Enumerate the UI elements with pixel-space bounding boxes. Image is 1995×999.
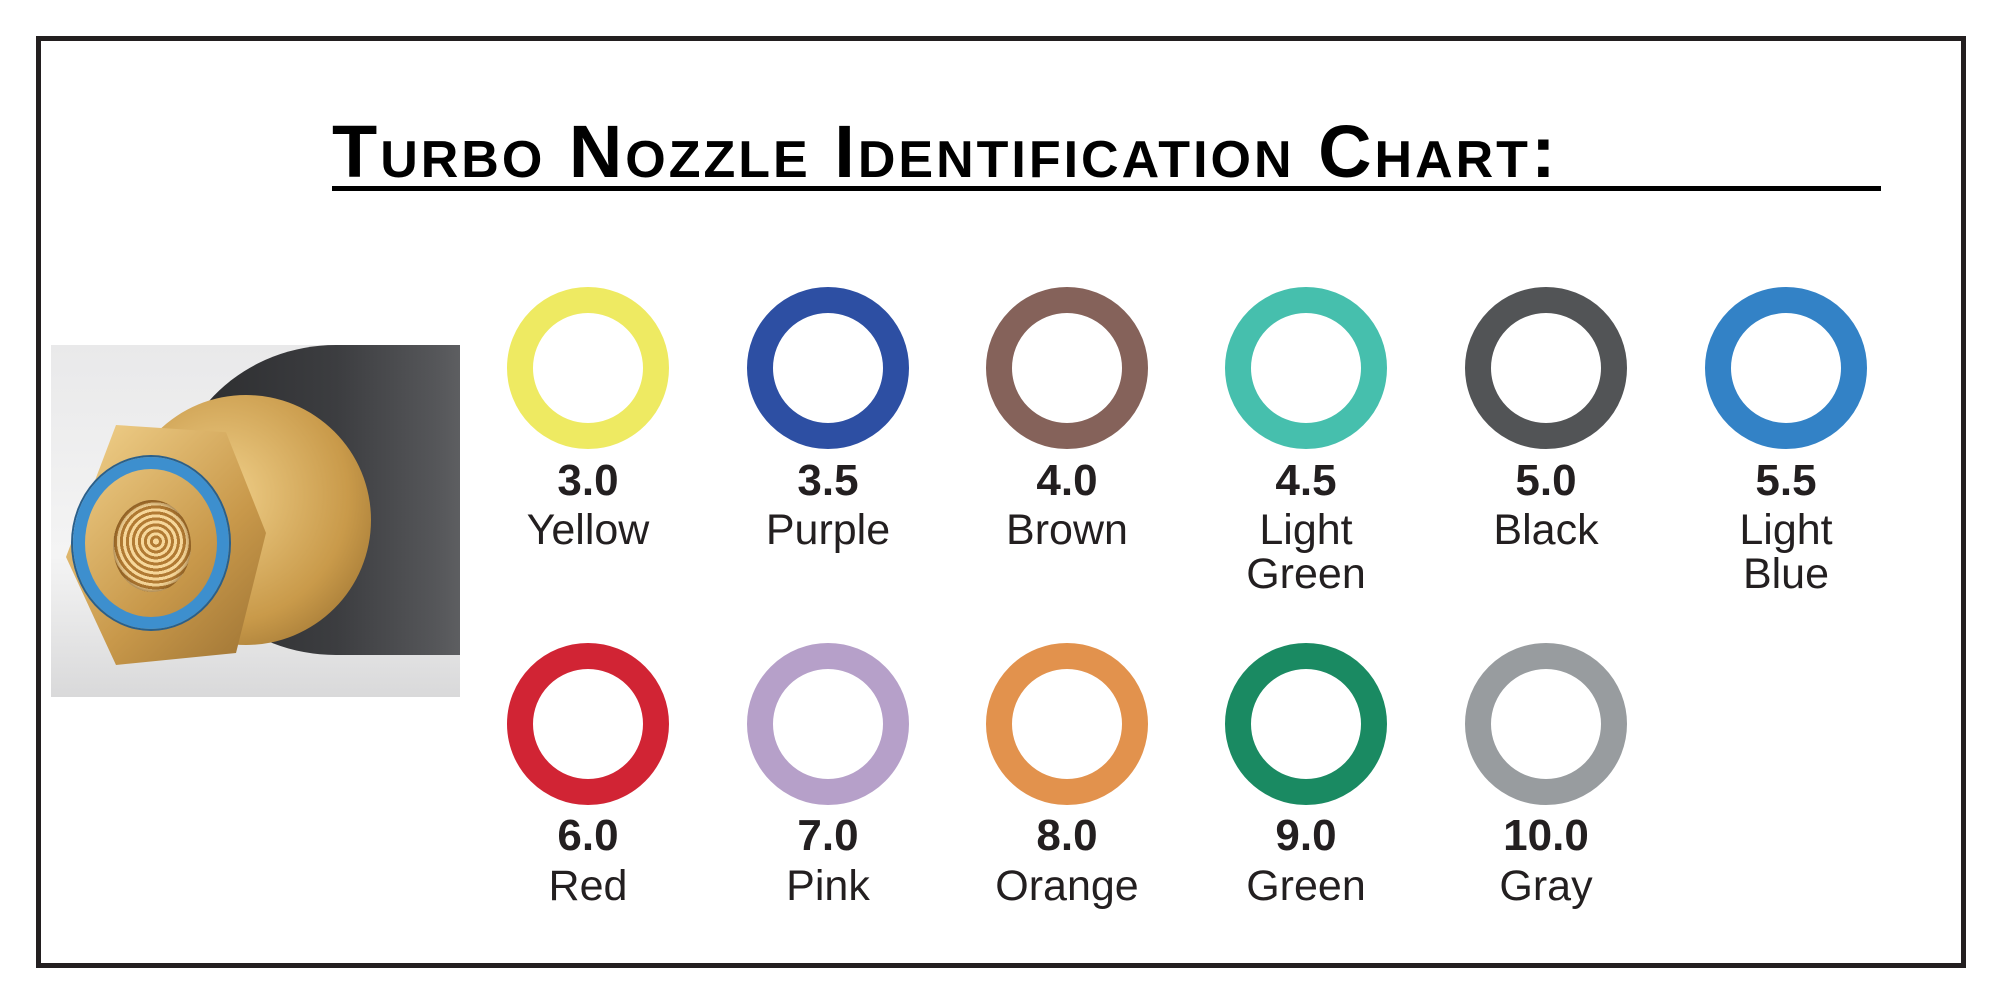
nozzle-color-name: Light [1259,506,1353,554]
nozzle-color-name: Yellow [526,506,650,554]
nozzle-size: 5.0 [1515,456,1577,505]
nozzle-color-name: Green [1246,862,1366,910]
nozzle-color-name: Green [1246,550,1366,598]
nozzle-color-ring [1225,643,1387,805]
nozzle-color-ring [747,287,909,449]
nozzle-color-ring [507,287,669,449]
nozzle-size: 4.5 [1275,456,1337,505]
nozzle-color-name: Blue [1742,550,1830,598]
nozzle-color-name: Black [1493,506,1599,554]
nozzle-color-name: Purple [765,506,891,554]
nozzle-color-ring [507,643,669,805]
title-underline [332,186,1881,191]
nozzle-threaded-bore [113,500,191,592]
nozzle-color-ring [747,643,909,805]
nozzle-size: 8.0 [1036,811,1098,860]
nozzle-size: 7.0 [797,811,859,860]
nozzle-color-ring [986,287,1148,449]
nozzle-size: 10.0 [1503,811,1589,860]
chart-title: Turbo Nozzle Identification Chart: [332,110,1559,193]
nozzle-color-name: Red [548,862,628,910]
nozzle-size: 3.5 [797,456,859,505]
nozzle-color-name: Orange [995,862,1139,910]
nozzle-color-name: Brown [1006,506,1128,554]
nozzle-color-ring [1465,643,1627,805]
nozzle-color-ring [1705,287,1867,449]
nozzle-size: 4.0 [1036,456,1098,505]
nozzle-color-ring [1465,287,1627,449]
turbo-nozzle-photo [51,345,460,697]
nozzle-size: 6.0 [557,811,619,860]
chart-border [36,36,1966,968]
nozzle-size: 3.0 [557,456,619,505]
nozzle-color-ring [986,643,1148,805]
nozzle-color-name: Pink [786,862,870,910]
nozzle-size: 9.0 [1275,811,1337,860]
nozzle-color-name: Light [1739,506,1833,554]
nozzle-color-name: Gray [1499,862,1593,910]
nozzle-color-ring [1225,287,1387,449]
nozzle-size: 5.5 [1755,456,1817,505]
